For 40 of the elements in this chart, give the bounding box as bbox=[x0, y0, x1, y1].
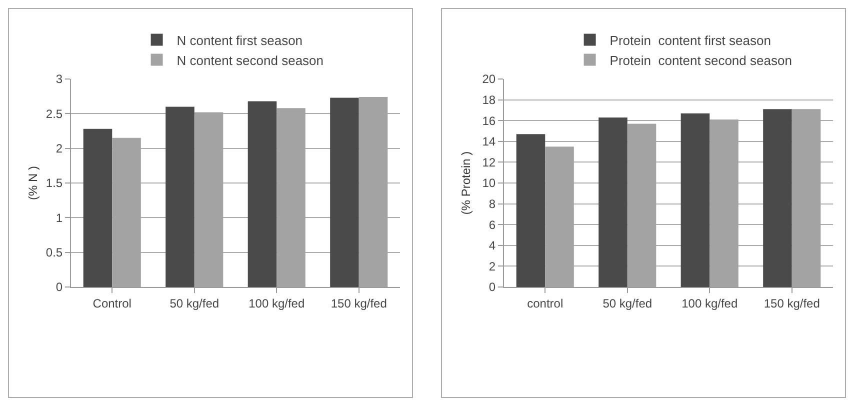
y-tick-label: 14 bbox=[482, 134, 496, 149]
y-tick-label: 1.5 bbox=[46, 176, 63, 190]
legend-label: Protein content second season bbox=[610, 52, 792, 68]
y-axis-title: (% Protein ) bbox=[459, 151, 473, 215]
y-tick-label: 12 bbox=[482, 155, 496, 170]
bar bbox=[680, 113, 710, 287]
x-tick-label: 100 kg/fed bbox=[248, 296, 305, 310]
y-tick-label: 10 bbox=[482, 176, 496, 190]
x-tick-label: 150 kg/fed bbox=[764, 296, 820, 310]
bar bbox=[516, 134, 546, 287]
y-tick-label: 0.5 bbox=[46, 246, 63, 260]
y-tick-label: 0 bbox=[56, 280, 63, 294]
y-axis-title: (% N ) bbox=[26, 166, 40, 200]
legend-label: Protein content first season bbox=[610, 32, 771, 48]
x-tick-label: 50 kg/fed bbox=[170, 296, 220, 310]
bar bbox=[166, 106, 194, 287]
bar bbox=[330, 98, 359, 287]
bar bbox=[248, 101, 277, 287]
y-tick-label: 8 bbox=[488, 197, 496, 211]
y-tick-label: 16 bbox=[482, 114, 496, 128]
bar bbox=[763, 109, 792, 287]
bar bbox=[83, 128, 112, 287]
y-tick-label: 2 bbox=[488, 259, 496, 274]
y-tick-label: 1 bbox=[56, 210, 63, 225]
x-tick-label: Control bbox=[92, 296, 132, 310]
y-tick-label: 6 bbox=[488, 218, 496, 232]
bar bbox=[598, 117, 628, 287]
legend-label: N content first season bbox=[176, 32, 303, 48]
y-tick-label: 20 bbox=[482, 72, 496, 86]
y-tick-label: 3 bbox=[56, 72, 63, 86]
x-tick-label: 150 kg/fed bbox=[330, 296, 387, 310]
x-tick-label: 50 kg/fed bbox=[602, 296, 652, 310]
x-tick-label: control bbox=[527, 296, 564, 310]
y-tick-label: 18 bbox=[482, 93, 496, 107]
y-tick-label: 4 bbox=[488, 238, 496, 253]
y-tick-label: 2.5 bbox=[46, 106, 63, 121]
legend-label: N content second season bbox=[176, 52, 324, 68]
y-tick-label: 2 bbox=[56, 142, 63, 156]
x-tick-label: 100 kg/fed bbox=[682, 296, 738, 310]
y-tick-label: 0 bbox=[488, 280, 496, 294]
